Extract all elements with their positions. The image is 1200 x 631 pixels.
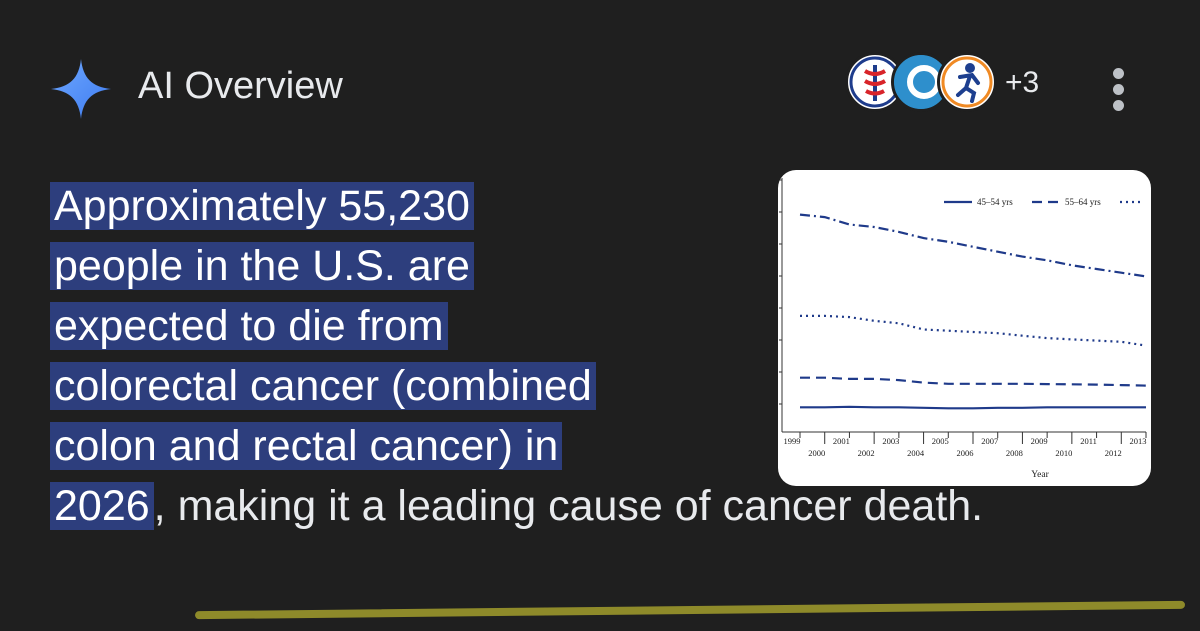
x-tick-label: 2012 — [1105, 448, 1122, 458]
source-favicon-runner[interactable] — [937, 52, 997, 112]
answer-line-1: Approximately 55,230 — [54, 182, 470, 230]
series-line-2 — [800, 376, 1147, 387]
x-tick-label: 2005 — [932, 436, 949, 446]
series-line-3 — [800, 314, 1147, 347]
circle-logo-icon — [894, 55, 948, 109]
answer-line-2: people in the U.S. are — [54, 242, 470, 290]
more-sources-count[interactable]: +3 — [1005, 66, 1040, 99]
series-line-4 — [799, 213, 1147, 278]
answer-line-4: colorectal cancer (combined — [54, 362, 592, 410]
x-tick-label: 2002 — [858, 448, 875, 458]
ai-overview-header: AI Overview +3 — [50, 50, 1160, 124]
x-tick-label: 2009 — [1031, 436, 1048, 446]
x-tick-label: 2007 — [981, 436, 998, 446]
more-vert-icon[interactable] — [1108, 68, 1128, 112]
x-tick-label: 2011 — [1080, 436, 1097, 446]
legend-label-2: 55–64 yrs — [1065, 197, 1101, 207]
x-tick-label: 2013 — [1130, 436, 1147, 446]
x-tick-label: 2006 — [957, 448, 974, 458]
series-line-1 — [800, 405, 1146, 410]
x-tick-label: 2004 — [907, 448, 925, 458]
x-tick-label: 2000 — [808, 448, 825, 458]
mortality-line-chart: 45–54 yrs 55–64 yrs 1999 2001 2003 2005 2007 2… — [779, 178, 1147, 480]
answer-line-3: expected to die from — [54, 302, 444, 350]
legend-label-1: 45–54 yrs — [977, 197, 1013, 207]
highlighted-answer: Approximately 55,230 people in the U.S. a… — [50, 182, 596, 530]
source-favicons[interactable]: +3 — [845, 52, 1045, 114]
answer-line-5: colon and rectal cancer) in — [54, 422, 559, 470]
text-underline — [194, 600, 1186, 620]
answer-text: Approximately 55,230 people in the U.S. a… — [50, 176, 1190, 536]
answer-line-6: 2026 — [54, 482, 150, 530]
chart-thumbnail[interactable]: 45–54 yrs 55–64 yrs 1999 2001 2003 2005 2007 2… — [778, 170, 1151, 486]
x-tick-label: 2001 — [833, 436, 850, 446]
answer-rest-text: , making it a leading cause of cancer de… — [153, 482, 984, 530]
x-tick-label: 1999 — [784, 436, 801, 446]
x-tick-label: 2008 — [1006, 448, 1023, 458]
x-tick-label: 2003 — [882, 436, 899, 446]
runner-icon — [941, 56, 993, 108]
ai-overview-title: AI Overview — [138, 65, 343, 107]
sparkle-icon — [51, 59, 111, 119]
x-tick-label: 2010 — [1055, 448, 1072, 458]
x-axis-label: Year — [1031, 470, 1049, 480]
